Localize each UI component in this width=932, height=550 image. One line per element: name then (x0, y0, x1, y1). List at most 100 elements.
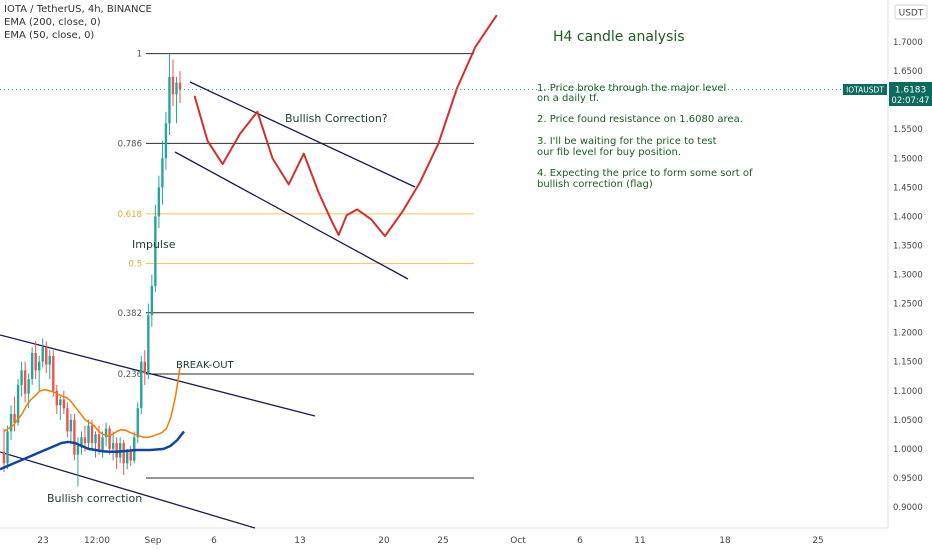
x-tick-label: Oct (510, 536, 526, 546)
candle-body (13, 414, 16, 423)
candle-body (59, 399, 62, 406)
candle-body (73, 419, 76, 455)
candle-body (27, 379, 30, 394)
fib-level-label: 0.5 (128, 259, 142, 269)
candle-body (115, 443, 118, 458)
y-tick-label: 1.2000 (893, 329, 923, 339)
ema-200-line (0, 430, 185, 471)
bullish-correction-question-label: Bullish Correction? (285, 112, 388, 125)
ema-lines (0, 367, 185, 471)
candle-body (80, 437, 83, 446)
x-tick-label: 23 (37, 536, 48, 546)
candle-body (76, 445, 80, 455)
symbol-badge-label[interactable]: IOTAUSDT (846, 86, 884, 95)
candle-body (147, 315, 150, 374)
note-line-4: 3. I'll be waiting for the price to test (537, 136, 717, 147)
candle-body (171, 76, 175, 95)
annotations: Bullish Correction? Impulse BREAK-OUT Bu… (47, 112, 388, 505)
candle-body (168, 76, 171, 124)
candle-body (178, 82, 182, 90)
flag-channel-lower-line[interactable] (174, 151, 409, 280)
currency-button[interactable]: USDT (894, 4, 928, 20)
last-price-value[interactable]: 1.6183 (895, 86, 927, 96)
ema-200-legend[interactable]: EMA (200, close, 0) (4, 17, 101, 28)
note-line-3: 2. Price found resistance on 1.6080 area… (537, 114, 743, 125)
y-tick-label: 1.3000 (893, 271, 923, 281)
currency-label[interactable]: USDT (899, 9, 924, 19)
bar-countdown[interactable]: 02:07:47 (891, 96, 929, 106)
candle-body (23, 370, 27, 394)
fib-level-label: 0.618 (118, 210, 142, 220)
candle-body (143, 361, 146, 374)
candle-body (129, 451, 132, 461)
candle-body (104, 428, 108, 438)
y-tick-label: 0.9000 (893, 503, 923, 513)
note-line-5: our fib level for buy position. (537, 147, 681, 158)
ema-50-legend[interactable]: EMA (50, close, 0) (4, 30, 95, 41)
time-axis[interactable]: 23 12:00 Sep 6 13 20 25 Oct 6 11 18 25 (37, 536, 823, 546)
candle-body (6, 431, 9, 464)
candle-body (136, 408, 139, 438)
price-axis[interactable]: 1.70001.65001.60001.55001.50001.45001.40… (893, 38, 923, 513)
projection-path-group[interactable] (193, 14, 498, 238)
note-line-6: 4. Expecting the price to form some sort… (537, 168, 753, 179)
candle-body (94, 434, 97, 444)
candle-body (164, 123, 168, 159)
break-out-label: BREAK-OUT (176, 360, 235, 371)
candle-body (38, 361, 41, 371)
price-badge[interactable]: IOTAUSDT 1.6183 02:07:47 (843, 82, 932, 106)
candle-body (108, 428, 111, 449)
impulse-label: Impulse (132, 238, 176, 251)
candle-body (90, 425, 94, 444)
candle-body (34, 352, 37, 371)
candle-body (20, 370, 23, 385)
last-price-badge[interactable] (889, 82, 932, 106)
symbol-badge[interactable] (843, 84, 887, 95)
fib-level-label: 0.786 (118, 139, 142, 149)
fib-level-label: 0.382 (118, 309, 142, 319)
y-tick-label: 1.0500 (893, 416, 923, 426)
projection-path[interactable] (193, 14, 498, 238)
y-tick-label: 1.0000 (893, 445, 923, 455)
y-tick-label: 1.5000 (893, 154, 923, 164)
candle-body (55, 390, 58, 406)
candle-body (66, 408, 69, 432)
x-tick-label: 25 (812, 536, 823, 546)
note-line-7: bullish correction (flag) (537, 179, 653, 190)
candle-body (2, 451, 6, 464)
x-tick-label: 13 (294, 536, 305, 546)
note-line-2: on a daily tf. (537, 93, 599, 104)
candle-body (41, 347, 44, 362)
analysis-notes: H4 candle analysis 1. Price broke throug… (537, 29, 753, 190)
candle-body (133, 437, 136, 461)
candle-body (97, 434, 101, 452)
candle-body (62, 399, 66, 409)
currency-button-frame[interactable] (894, 4, 928, 20)
chart-legend[interactable]: IOTA / TetherUS, 4h, BINANCE EMA (200, c… (4, 3, 152, 42)
bullish-correction-upper-line[interactable] (0, 334, 316, 417)
candle-body (45, 347, 48, 365)
bullish-correction-label: Bullish correction (47, 492, 142, 505)
trend-channels[interactable] (0, 81, 416, 529)
candle-body (150, 286, 154, 316)
y-tick-label: 1.4500 (893, 183, 923, 193)
y-tick-label: 1.6500 (893, 67, 923, 77)
candle-body (175, 82, 178, 95)
candle-body (122, 443, 125, 464)
y-tick-label: 1.2500 (893, 300, 923, 310)
bullish-correction-lower-line[interactable] (0, 451, 256, 529)
candlestick-series (2, 53, 182, 487)
fib-retracement[interactable]: 1 0.786 0.618 0.5 0.382 0.236 (118, 50, 474, 479)
candle-body (69, 419, 73, 432)
x-tick-label: 6 (577, 536, 583, 546)
y-tick-label: 1.1000 (893, 387, 923, 397)
x-tick-label: 6 (211, 536, 217, 546)
symbol-line[interactable]: IOTA / TetherUS, 4h, BINANCE (4, 4, 152, 15)
candle-body (16, 384, 20, 423)
flag-channel-upper-line[interactable] (189, 81, 416, 188)
candle-body (157, 187, 161, 217)
candle-body (9, 414, 13, 432)
candle-body (87, 425, 90, 444)
candle-body (52, 355, 55, 391)
